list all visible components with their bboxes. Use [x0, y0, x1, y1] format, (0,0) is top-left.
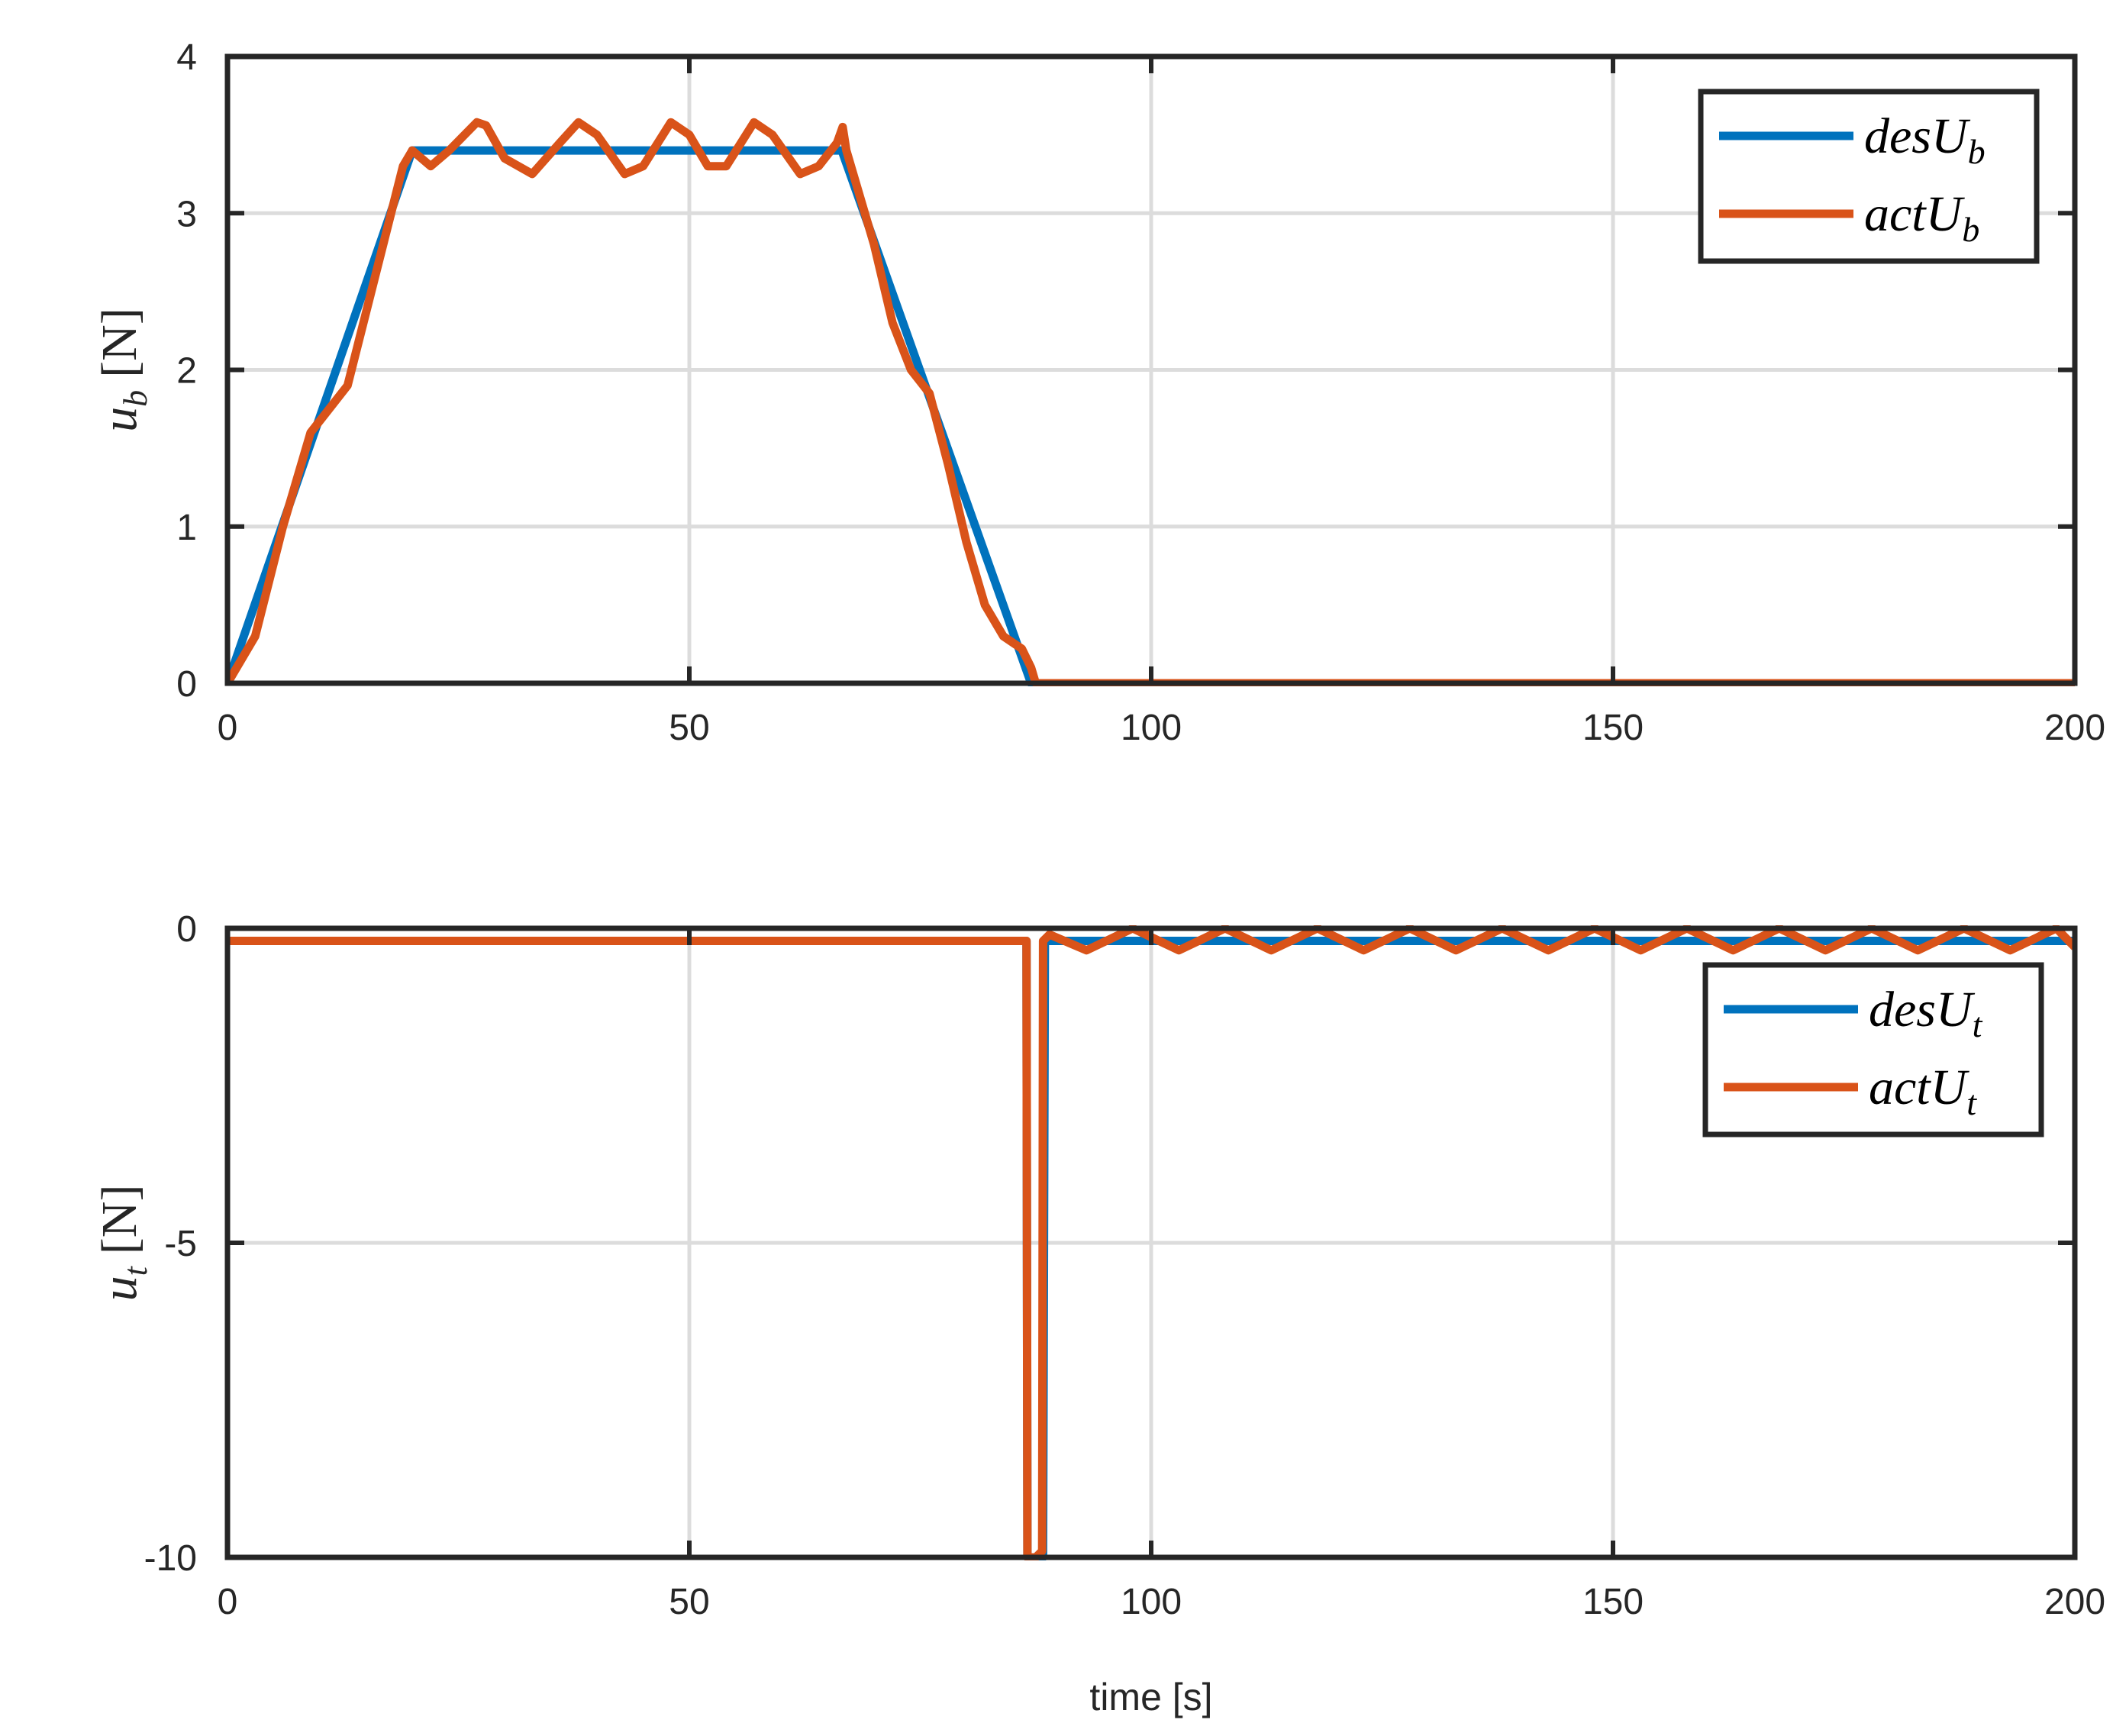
y-tick-label: -10: [144, 1538, 197, 1579]
x-tick-label: 100: [1121, 708, 1182, 748]
top-plot-panel: 0 50 100 150 200 0 1 2 3 4 ub[N] desUb actUb: [92, 37, 2105, 748]
x-tick-label: 50: [669, 1582, 709, 1622]
y-tick-label: 0: [176, 909, 197, 950]
x-tick-label: 150: [1582, 708, 1644, 748]
x-tick-label: 200: [2044, 708, 2105, 748]
series-line-actU_b: [227, 118, 2075, 686]
legend-box: [1698, 89, 2040, 264]
series-line-actU_t: [227, 925, 2075, 1560]
legend-label-desU_b: desUb: [1864, 108, 1986, 171]
y-tick-label: 2: [176, 351, 197, 392]
x-tick-label: 0: [218, 1582, 238, 1622]
x-tick-label: 0: [218, 708, 238, 748]
x-tick-label: 200: [2044, 1582, 2105, 1622]
y-tick-label: 0: [176, 664, 197, 705]
y-tick-label: 1: [176, 508, 197, 548]
y-axis-label: ub[N]: [92, 308, 154, 432]
legend-label-desU_t: desUt: [1869, 982, 1983, 1044]
legend-box: [1702, 962, 2044, 1137]
bottom-plot-panel: 0 50 100 150 200 -10 -5 0 ut[N] time [s] desUt actU…: [92, 909, 2105, 1718]
legend-label-actU_t: actUt: [1869, 1060, 1977, 1122]
y-tick-label: 4: [176, 37, 197, 78]
x-tick-label: 150: [1582, 1582, 1644, 1622]
x-axis-label: time [s]: [1089, 1676, 1212, 1718]
y-axis-label: ut[N]: [92, 1185, 154, 1302]
legend: desUt actUt: [1702, 962, 2044, 1137]
x-tick-label: 100: [1121, 1582, 1182, 1622]
x-tick-label: 50: [669, 708, 709, 748]
legend-label-actU_b: actUb: [1864, 186, 1979, 249]
y-tick-label: -5: [164, 1224, 197, 1264]
legend: desUb actUb: [1698, 89, 2040, 264]
y-tick-label: 3: [176, 194, 197, 234]
